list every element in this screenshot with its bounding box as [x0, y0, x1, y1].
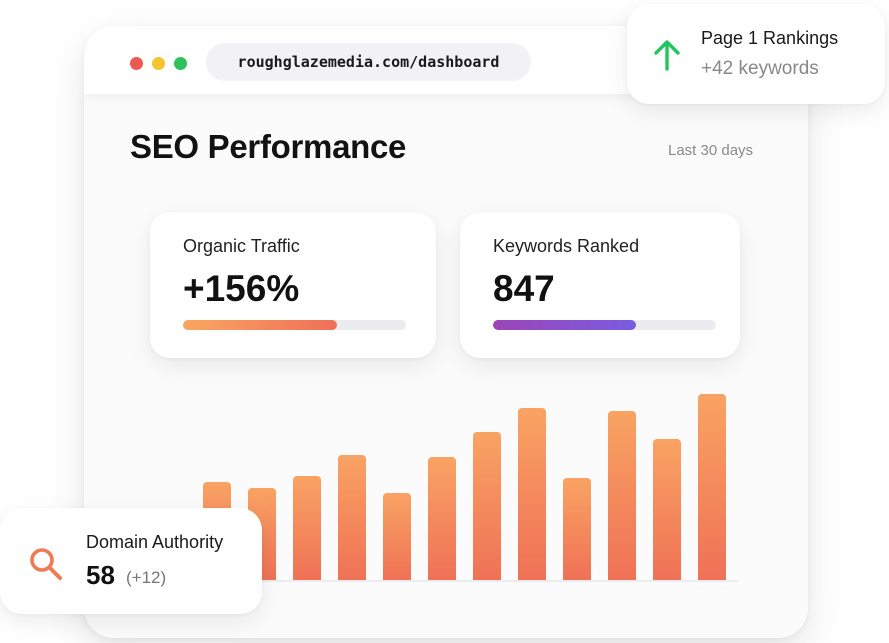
- progress-fill: [493, 320, 636, 330]
- chart-bar: [473, 432, 501, 582]
- chart-baseline: [198, 580, 738, 582]
- domain-authority-change: (+12): [126, 568, 167, 587]
- domain-authority-card: Domain Authority 58 (+12): [0, 508, 262, 614]
- metric-value: 847: [493, 268, 555, 309]
- address-bar[interactable]: roughglazemedia.com/dashboard: [206, 43, 531, 81]
- metric-label: Organic Traffic: [183, 236, 300, 256]
- metric-label: Keywords Ranked: [493, 236, 640, 256]
- chart-bar: [518, 408, 546, 582]
- rankings-subtitle: +42 keywords: [701, 58, 819, 79]
- close-window-button[interactable]: [130, 57, 143, 70]
- minimize-window-button[interactable]: [152, 57, 165, 70]
- date-range-label: Last 30 days: [668, 142, 754, 159]
- chart-bar: [563, 478, 591, 582]
- chart-bar: [338, 455, 366, 582]
- chart-bar: [293, 476, 321, 582]
- chart-bar: [698, 394, 726, 582]
- keywords-ranked-card: Keywords Ranked 847: [460, 212, 740, 358]
- progress-track: [493, 320, 716, 330]
- arrow-up-icon: [651, 38, 683, 72]
- maximize-window-button[interactable]: [174, 57, 187, 70]
- domain-authority-value: 58: [86, 560, 115, 590]
- chart-bar: [653, 439, 681, 582]
- progress-fill: [183, 320, 337, 330]
- traffic-bar-chart: [198, 386, 738, 582]
- domain-authority-label: Domain Authority: [86, 532, 224, 552]
- page1-rankings-card: Page 1 Rankings +42 keywords: [627, 4, 885, 104]
- metric-value: +156%: [183, 268, 300, 309]
- search-icon: [28, 546, 64, 582]
- rankings-title: Page 1 Rankings: [701, 28, 839, 48]
- organic-traffic-card: Organic Traffic +156%: [150, 212, 436, 358]
- chart-bar: [383, 493, 411, 582]
- chart-bar: [428, 457, 456, 582]
- chart-bar: [608, 411, 636, 582]
- progress-track: [183, 320, 406, 330]
- page-title: SEO Performance: [130, 128, 407, 165]
